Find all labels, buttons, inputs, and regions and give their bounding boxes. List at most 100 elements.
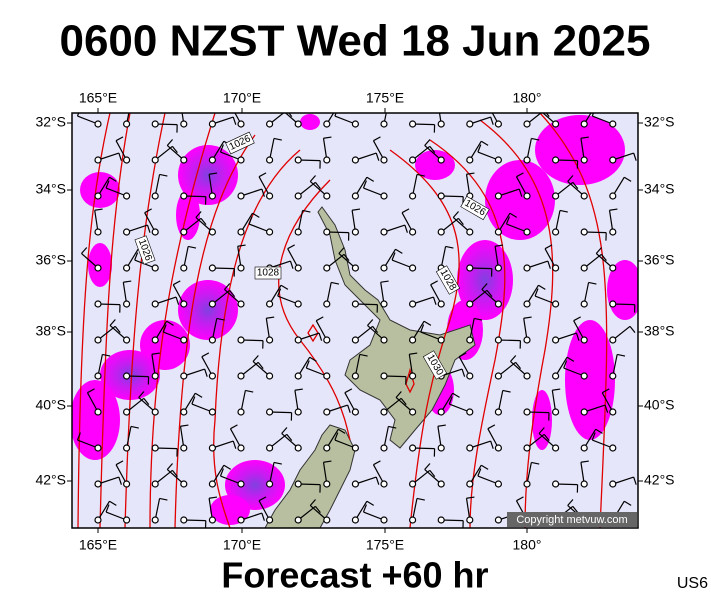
- barb-station: [181, 481, 187, 487]
- barb-station: [381, 229, 387, 235]
- barb-station: [581, 337, 587, 343]
- model-code: US6: [677, 575, 708, 592]
- barb-station: [438, 157, 444, 163]
- lon-label: 165°E: [79, 90, 117, 106]
- barb-station: [610, 121, 616, 127]
- barb-station: [410, 265, 416, 271]
- barb-station: [324, 337, 330, 343]
- barb-station: [438, 301, 444, 307]
- barb-station: [610, 409, 616, 415]
- barb-station: [467, 265, 473, 271]
- lat-label: 40°S: [35, 397, 66, 413]
- barb-station: [495, 193, 501, 199]
- barb-station: [524, 337, 530, 343]
- barb-station: [467, 373, 473, 379]
- barb-station: [438, 517, 444, 523]
- barb-station: [438, 193, 444, 199]
- barb-station: [581, 193, 587, 199]
- barb-station: [495, 121, 501, 127]
- barb-flag: [181, 101, 189, 102]
- barb-station: [410, 481, 416, 487]
- barb-station: [495, 265, 501, 271]
- barb-station: [238, 481, 244, 487]
- barb-station: [438, 481, 444, 487]
- barb-station: [467, 481, 473, 487]
- forecast-label: Forecast +60 hr: [221, 555, 488, 596]
- barb-station: [381, 337, 387, 343]
- barb-station: [124, 445, 130, 451]
- barb-station: [467, 229, 473, 235]
- barb-station: [610, 193, 616, 199]
- barb-station: [152, 481, 158, 487]
- barb-station: [553, 301, 559, 307]
- barb-station: [267, 409, 273, 415]
- barb-station: [324, 373, 330, 379]
- barb-station: [495, 409, 501, 415]
- barb-station: [610, 337, 616, 343]
- barb-station: [352, 265, 358, 271]
- barb-station: [553, 481, 559, 487]
- barb-station: [524, 301, 530, 307]
- barb-station: [209, 229, 215, 235]
- lat-label: 34°S: [35, 181, 66, 197]
- barb-station: [553, 265, 559, 271]
- barb-station: [467, 517, 473, 523]
- barb-station: [295, 157, 301, 163]
- barb-station: [410, 301, 416, 307]
- barb-station: [181, 337, 187, 343]
- barb-station: [553, 157, 559, 163]
- barb-station: [352, 157, 358, 163]
- barb-station: [352, 301, 358, 307]
- lat-label: 40°S: [644, 397, 675, 413]
- barb-station: [267, 373, 273, 379]
- barb-station: [467, 409, 473, 415]
- barb-station: [495, 337, 501, 343]
- barb-station: [524, 409, 530, 415]
- barb-station: [324, 301, 330, 307]
- barb-station: [209, 409, 215, 415]
- barb-flag: [488, 101, 495, 105]
- title: 0600 NZST Wed 18 Jun 2025: [59, 17, 650, 66]
- barb-station: [381, 517, 387, 523]
- barb-station: [410, 373, 416, 379]
- barb-station: [152, 265, 158, 271]
- barb-station: [295, 517, 301, 523]
- barb-station: [238, 517, 244, 523]
- barb-station: [324, 445, 330, 451]
- barb-station: [209, 193, 215, 199]
- barb-station: [181, 517, 187, 523]
- barb-station: [267, 445, 273, 451]
- barb-station: [524, 481, 530, 487]
- barb-station: [495, 373, 501, 379]
- barb-station: [238, 337, 244, 343]
- barb-station: [438, 337, 444, 343]
- barb-station: [152, 517, 158, 523]
- barb-station: [581, 445, 587, 451]
- barb-station: [181, 445, 187, 451]
- barb-station: [181, 265, 187, 271]
- barb-station: [438, 121, 444, 127]
- barb-station: [295, 445, 301, 451]
- barb-station: [610, 265, 616, 271]
- barb-station: [495, 445, 501, 451]
- barb-station: [381, 193, 387, 199]
- barb-station: [209, 301, 215, 307]
- barb-station: [381, 265, 387, 271]
- barb-station: [152, 121, 158, 127]
- lat-label: 42°S: [35, 472, 66, 488]
- barb-station: [238, 193, 244, 199]
- barb-station: [324, 481, 330, 487]
- barb-station: [124, 193, 130, 199]
- barb-station: [553, 229, 559, 235]
- barb-station: [324, 121, 330, 127]
- barb-station: [610, 301, 616, 307]
- barb-station: [495, 157, 501, 163]
- barb-station: [267, 229, 273, 235]
- barb-station: [181, 121, 187, 127]
- lat-label: 36°S: [35, 252, 66, 268]
- barb-station: [524, 193, 530, 199]
- barb-station: [124, 517, 130, 523]
- lon-label: 175°E: [366, 90, 404, 106]
- barb-station: [124, 229, 130, 235]
- barb-station: [553, 121, 559, 127]
